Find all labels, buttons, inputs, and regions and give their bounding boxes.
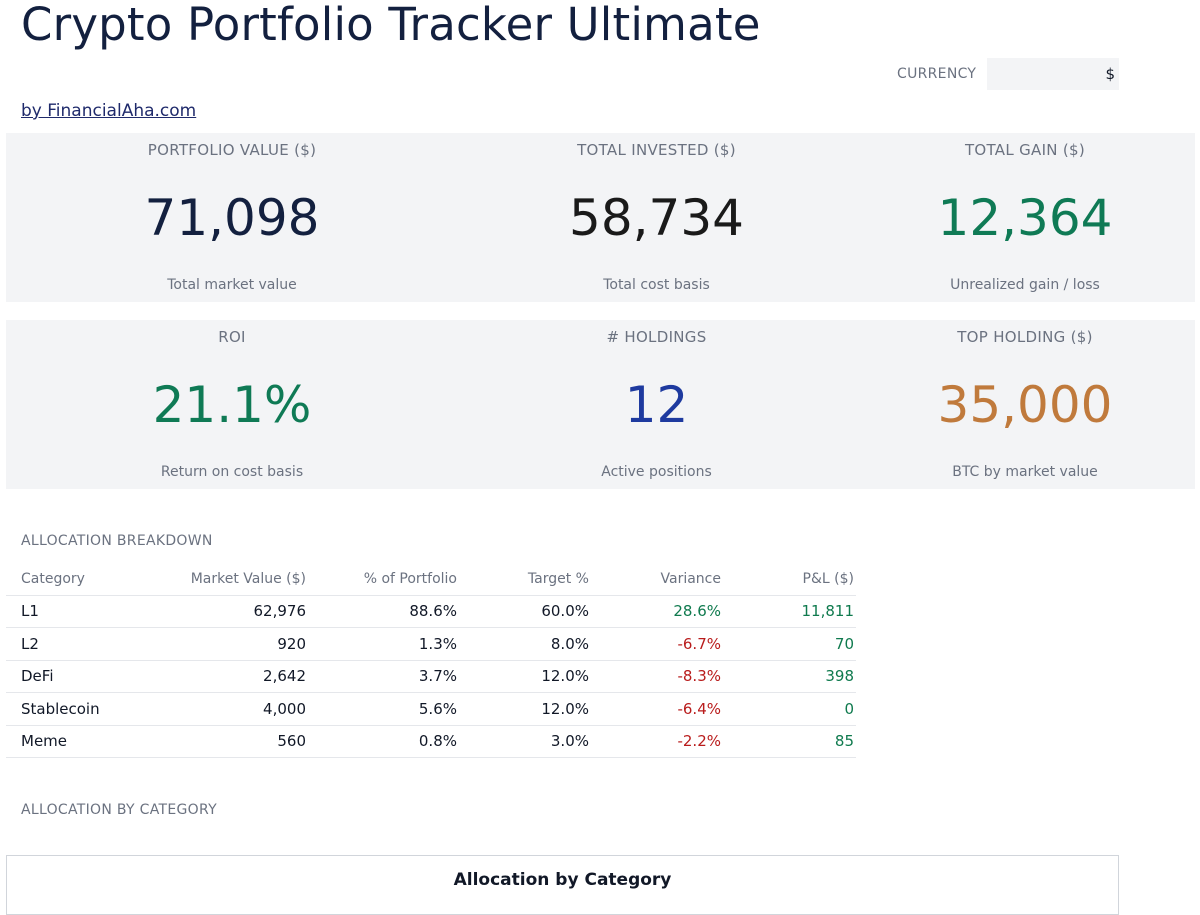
- cell-market-value: 2,642: [158, 660, 308, 693]
- cell-category: L2: [6, 627, 158, 661]
- page-title: Crypto Portfolio Tracker Ultimate: [21, 0, 761, 51]
- cell-pct: 88.6%: [308, 595, 459, 628]
- table-row: Meme 560 0.8% 3.0% -2.2% 85: [6, 725, 856, 758]
- cell-target: 60.0%: [459, 595, 591, 628]
- column-header: Market Value ($): [158, 563, 308, 596]
- cell-pnl: 85: [723, 725, 856, 758]
- credit-link[interactable]: by FinancialAha.com: [21, 101, 197, 121]
- column-header: P&L ($): [723, 563, 856, 596]
- cell-target: 12.0%: [459, 660, 591, 693]
- kpi-value: 21.1%: [152, 376, 312, 434]
- kpi-row-1: PORTFOLIO VALUE ($) 71,098 Total market …: [6, 133, 1195, 302]
- kpi-subtitle: Return on cost basis: [160, 464, 304, 480]
- cell-pnl: 398: [723, 660, 856, 693]
- allocation-chart: Allocation by Category: [6, 855, 1119, 915]
- kpi-holdings: # HOLDINGS 12 Active positions: [458, 320, 855, 489]
- kpi-label: # HOLDINGS: [606, 328, 707, 346]
- allocation-breakdown-heading: ALLOCATION BREAKDOWN: [21, 533, 213, 549]
- kpi-roi: ROI 21.1% Return on cost basis: [6, 320, 458, 489]
- cell-category: Stablecoin: [6, 692, 158, 726]
- kpi-subtitle: BTC by market value: [952, 464, 1098, 480]
- kpi-total-invested: TOTAL INVESTED ($) 58,734 Total cost bas…: [458, 133, 855, 302]
- cell-target: 3.0%: [459, 725, 591, 758]
- kpi-value: 71,098: [144, 189, 320, 247]
- cell-category: DeFi: [6, 660, 158, 693]
- cell-market-value: 920: [158, 627, 308, 661]
- cell-category: Meme: [6, 725, 158, 758]
- currency-label: CURRENCY: [897, 66, 977, 82]
- cell-market-value: 62,976: [158, 595, 308, 628]
- cell-variance: -2.2%: [591, 725, 723, 758]
- kpi-row-2: ROI 21.1% Return on cost basis # HOLDING…: [6, 320, 1195, 489]
- allocation-table: Category Market Value ($) % of Portfolio…: [6, 563, 856, 758]
- column-header: Variance: [591, 563, 723, 596]
- kpi-value: 12: [624, 376, 689, 434]
- kpi-total-gain: TOTAL GAIN ($) 12,364 Unrealized gain / …: [855, 133, 1195, 302]
- table-row: DeFi 2,642 3.7% 12.0% -8.3% 398: [6, 660, 856, 693]
- column-header: % of Portfolio: [308, 563, 459, 596]
- kpi-label: PORTFOLIO VALUE ($): [147, 141, 317, 159]
- cell-variance: -6.7%: [591, 627, 723, 661]
- cell-pct: 0.8%: [308, 725, 459, 758]
- column-header: Target %: [459, 563, 591, 596]
- cell-pct: 5.6%: [308, 692, 459, 726]
- column-header: Category: [6, 563, 158, 596]
- cell-pnl: 11,811: [723, 595, 856, 628]
- cell-target: 12.0%: [459, 692, 591, 726]
- table-row: L1 62,976 88.6% 60.0% 28.6% 11,811: [6, 595, 856, 628]
- table-header-row: Category Market Value ($) % of Portfolio…: [6, 563, 856, 596]
- currency-input[interactable]: [987, 58, 1119, 90]
- kpi-label: ROI: [218, 328, 246, 346]
- cell-category: L1: [6, 595, 158, 628]
- cell-variance: -6.4%: [591, 692, 723, 726]
- cell-pnl: 70: [723, 627, 856, 661]
- kpi-top-holding: TOP HOLDING ($) 35,000 BTC by market val…: [855, 320, 1195, 489]
- chart-title: Allocation by Category: [453, 870, 672, 890]
- cell-pct: 1.3%: [308, 627, 459, 661]
- cell-target: 8.0%: [459, 627, 591, 661]
- kpi-value: 35,000: [937, 376, 1113, 434]
- kpi-portfolio-value: PORTFOLIO VALUE ($) 71,098 Total market …: [6, 133, 458, 302]
- table-row: Stablecoin 4,000 5.6% 12.0% -6.4% 0: [6, 692, 856, 726]
- cell-variance: -8.3%: [591, 660, 723, 693]
- table-row: L2 920 1.3% 8.0% -6.7% 70: [6, 627, 856, 661]
- kpi-label: TOTAL GAIN ($): [964, 141, 1086, 159]
- cell-variance: 28.6%: [591, 595, 723, 628]
- kpi-subtitle: Total market value: [167, 277, 297, 293]
- cell-pnl: 0: [723, 692, 856, 726]
- kpi-subtitle: Unrealized gain / loss: [950, 277, 1100, 293]
- kpi-value: 58,734: [569, 189, 744, 247]
- kpi-label: TOTAL INVESTED ($): [577, 141, 736, 159]
- kpi-subtitle: Total cost basis: [603, 277, 710, 293]
- kpi-value: 12,364: [937, 189, 1113, 247]
- cell-market-value: 560: [158, 725, 308, 758]
- cell-market-value: 4,000: [158, 692, 308, 726]
- cell-pct: 3.7%: [308, 660, 459, 693]
- allocation-chart-heading: ALLOCATION BY CATEGORY: [21, 802, 217, 818]
- kpi-label: TOP HOLDING ($): [957, 328, 1093, 346]
- kpi-subtitle: Active positions: [601, 464, 712, 480]
